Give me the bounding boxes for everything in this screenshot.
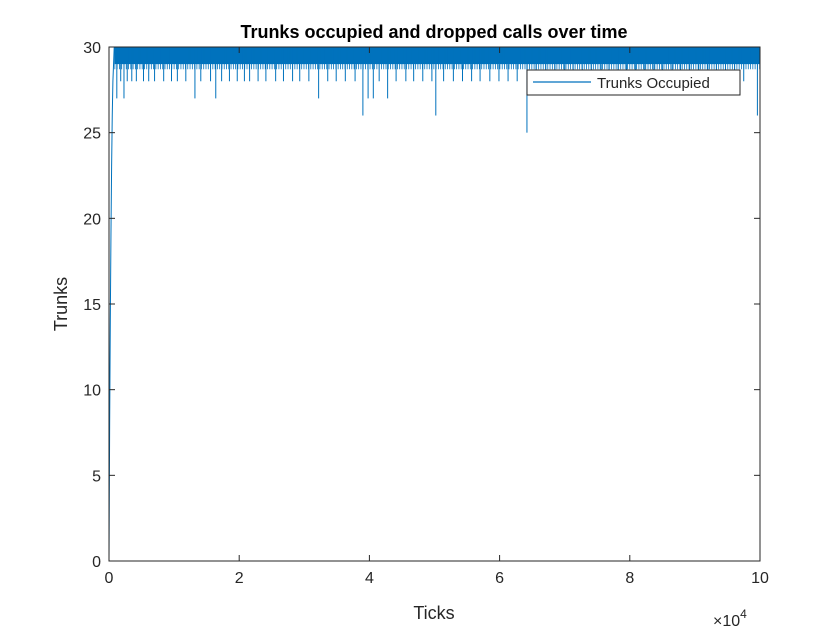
y-tick-label: 0 (92, 554, 101, 571)
chart-title: Trunks occupied and dropped calls over t… (240, 22, 627, 42)
y-tick-label: 10 (83, 383, 101, 400)
x-tick-label: 0 (105, 570, 114, 587)
y-ticks: 0 5 10 15 20 25 30 (83, 40, 760, 571)
series-oscillation-band (114, 47, 760, 65)
y-axis-label: Trunks (51, 277, 71, 331)
x-tick-label: 10 (751, 570, 769, 587)
legend: Trunks Occupied (526, 69, 741, 96)
y-tick-label: 25 (83, 126, 101, 143)
x-tick-label: 8 (625, 570, 634, 587)
y-tick-label: 20 (83, 211, 101, 228)
x-axis-label: Ticks (413, 603, 454, 623)
x-axis-exponent: ×104 (713, 607, 747, 630)
x-tick-label: 4 (365, 570, 374, 587)
y-tick-label: 30 (83, 40, 101, 57)
x-axis-exponent-power: 4 (740, 607, 747, 621)
plot-area (109, 47, 760, 561)
y-tick-label: 5 (92, 468, 101, 485)
x-ticks: 0 2 4 6 8 10 (105, 47, 769, 587)
series-layer (108, 46, 761, 562)
x-tick-label: 2 (235, 570, 244, 587)
legend-entry-trunks-occupied: Trunks Occupied (597, 75, 710, 92)
x-tick-label: 6 (495, 570, 504, 587)
x-axis-exponent-base: ×10 (713, 613, 740, 630)
y-tick-label: 15 (83, 297, 101, 314)
